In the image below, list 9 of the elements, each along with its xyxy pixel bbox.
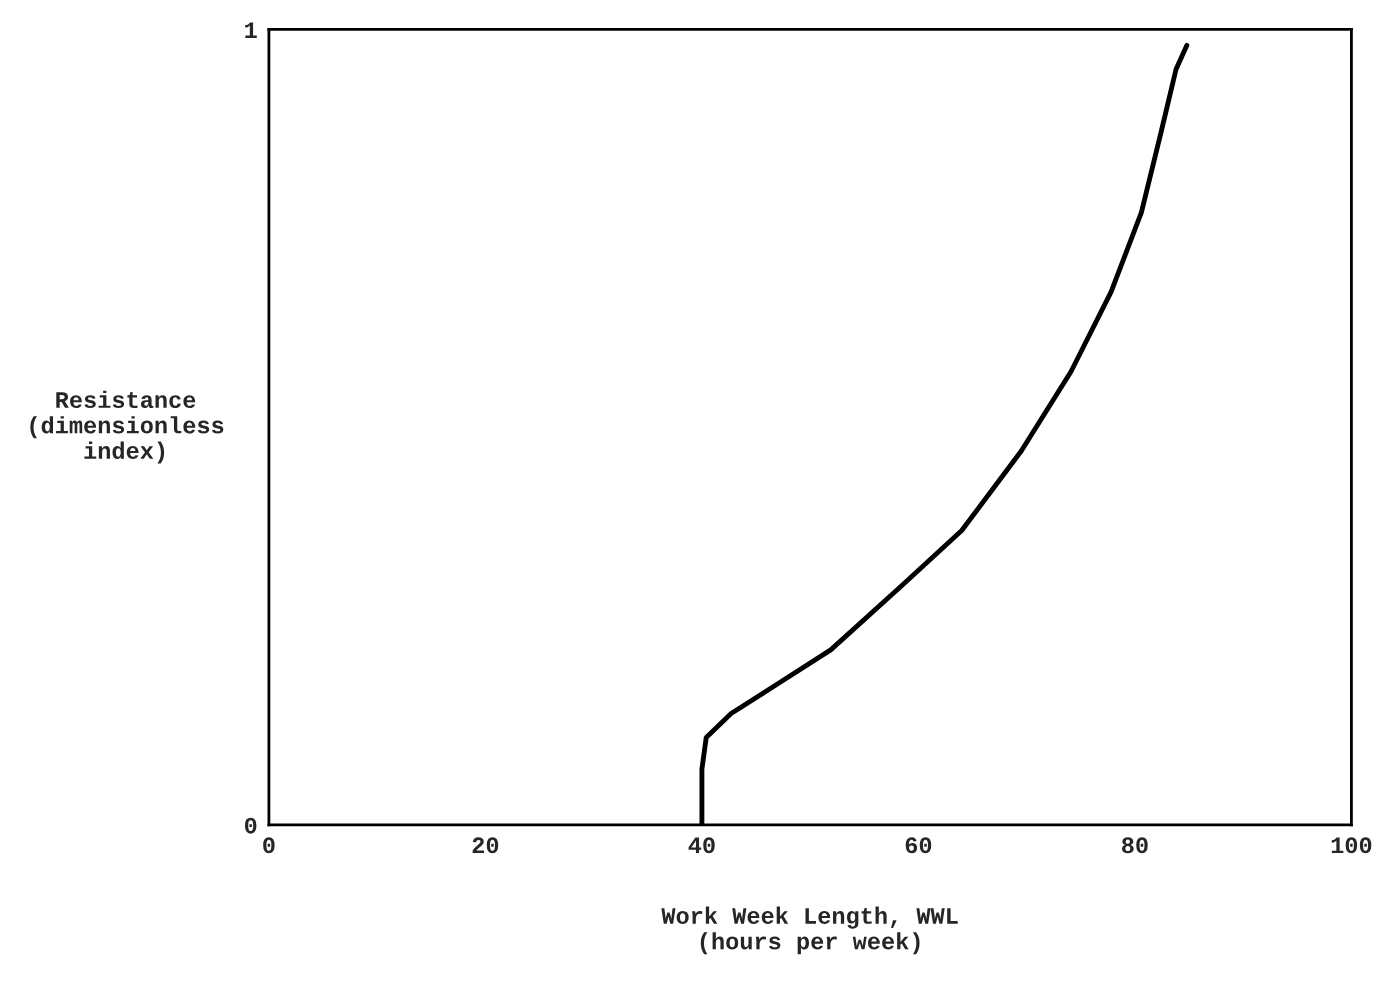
x-axis-title: Work Week Length, WWL (hours per week) xyxy=(661,906,958,955)
x-tick-label: 0 xyxy=(263,837,275,854)
x-tick-label: 100 xyxy=(1331,837,1372,854)
y-tick-label: 1 xyxy=(245,22,257,39)
x-tick-label: 60 xyxy=(905,837,932,854)
x-tick-label: 40 xyxy=(688,837,715,854)
y-axis-title: Resistance (dimensionless index) xyxy=(30,390,224,464)
x-tick-label: 20 xyxy=(472,837,499,854)
x-tick-label: 80 xyxy=(1122,837,1148,854)
